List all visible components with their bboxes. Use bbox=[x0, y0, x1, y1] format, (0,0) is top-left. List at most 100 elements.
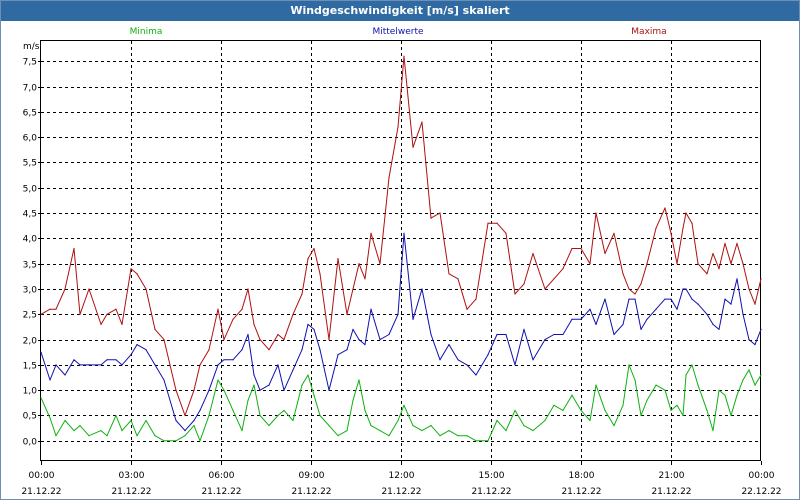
data-point-maxima bbox=[301, 293, 303, 295]
data-point-mittelwerte bbox=[241, 349, 243, 351]
data-point-minima bbox=[175, 440, 177, 442]
data-point-maxima bbox=[352, 288, 354, 290]
data-point-mittelwerte bbox=[724, 298, 726, 300]
data-point-mittelwerte bbox=[760, 328, 762, 330]
data-point-mittelwerte bbox=[562, 333, 564, 336]
data-point-mittelwerte bbox=[664, 298, 666, 300]
data-point-minima bbox=[589, 419, 591, 422]
y-tick-label: 6,0 bbox=[23, 134, 38, 144]
data-point-minima bbox=[421, 430, 423, 432]
data-point-maxima bbox=[49, 308, 51, 310]
data-point-mittelwerte bbox=[292, 369, 294, 371]
data-point-mittelwerte bbox=[505, 333, 507, 336]
x-tick-time: 15:00 bbox=[479, 471, 505, 481]
data-point-maxima bbox=[358, 263, 360, 265]
data-point-minima bbox=[628, 364, 630, 366]
data-point-maxima bbox=[622, 273, 624, 275]
data-point-minima bbox=[64, 419, 66, 422]
x-tick-time: 09:00 bbox=[299, 471, 325, 481]
data-point-mittelwerte bbox=[697, 303, 699, 305]
data-point-maxima bbox=[217, 308, 219, 310]
y-tick-label: 5,0 bbox=[23, 185, 38, 195]
data-point-minima bbox=[40, 397, 42, 399]
data-point-mittelwerte bbox=[604, 298, 606, 300]
data-point-mittelwerte bbox=[388, 333, 390, 336]
data-point-maxima bbox=[121, 323, 123, 325]
data-point-mittelwerte bbox=[346, 349, 348, 351]
data-point-mittelwerte bbox=[748, 339, 750, 341]
series-lines bbox=[40, 55, 762, 442]
data-point-maxima bbox=[388, 177, 390, 179]
data-point-maxima bbox=[241, 308, 243, 310]
data-point-mittelwerte bbox=[217, 364, 219, 366]
data-point-minima bbox=[328, 425, 330, 427]
data-point-minima bbox=[466, 435, 468, 437]
data-point-minima bbox=[358, 379, 360, 381]
data-point-minima bbox=[208, 414, 210, 417]
data-point-minima bbox=[760, 374, 762, 376]
data-point-maxima bbox=[346, 313, 348, 315]
data-point-minima bbox=[580, 409, 582, 411]
data-point-mittelwerte bbox=[448, 344, 450, 346]
data-point-maxima bbox=[457, 278, 459, 280]
data-point-mittelwerte bbox=[580, 318, 582, 320]
data-point-maxima bbox=[553, 278, 555, 280]
data-point-maxima bbox=[253, 323, 255, 325]
data-point-maxima bbox=[670, 232, 672, 234]
x-tick-time: 12:00 bbox=[389, 471, 415, 481]
data-point-minima bbox=[247, 399, 249, 401]
data-point-mittelwerte bbox=[163, 379, 165, 381]
data-point-mittelwerte bbox=[523, 328, 525, 330]
data-point-mittelwerte bbox=[544, 339, 546, 341]
data-point-maxima bbox=[232, 318, 234, 320]
legend-mittelwerte: Mittelwerte bbox=[372, 27, 423, 37]
data-point-minima bbox=[268, 425, 270, 427]
data-point-minima bbox=[370, 425, 372, 427]
data-point-maxima bbox=[613, 232, 615, 234]
data-point-mittelwerte bbox=[55, 364, 57, 366]
data-point-maxima bbox=[706, 273, 708, 275]
data-point-mittelwerte bbox=[364, 344, 366, 346]
data-point-minima bbox=[307, 374, 309, 376]
data-point-minima bbox=[319, 414, 321, 417]
data-point-minima bbox=[223, 389, 225, 391]
data-point-minima bbox=[397, 419, 399, 422]
data-point-minima bbox=[346, 430, 348, 432]
data-point-minima bbox=[640, 414, 642, 417]
x-tick-date: 21.12.22 bbox=[21, 487, 61, 497]
data-point-minima bbox=[595, 384, 597, 386]
data-point-maxima bbox=[319, 273, 321, 275]
data-point-mittelwerte bbox=[412, 318, 414, 320]
data-point-mittelwerte bbox=[313, 328, 315, 330]
data-point-minima bbox=[496, 419, 498, 422]
data-point-mittelwerte bbox=[397, 313, 399, 315]
data-point-mittelwerte bbox=[208, 389, 210, 391]
data-point-mittelwerte bbox=[358, 339, 360, 341]
data-point-maxima bbox=[496, 222, 498, 224]
data-point-minima bbox=[55, 435, 57, 437]
data-point-minima bbox=[730, 414, 732, 417]
data-point-mittelwerte bbox=[223, 359, 225, 361]
data-point-mittelwerte bbox=[49, 379, 51, 381]
y-tick-label: 0,0 bbox=[23, 438, 38, 448]
data-point-mittelwerte bbox=[328, 389, 330, 391]
data-point-maxima bbox=[268, 349, 270, 351]
data-point-maxima bbox=[379, 263, 381, 265]
data-point-maxima bbox=[712, 252, 714, 255]
data-point-mittelwerte bbox=[457, 359, 459, 361]
data-point-mittelwerte bbox=[175, 419, 177, 422]
data-point-maxima bbox=[184, 414, 186, 417]
y-tick-label: 5,5 bbox=[23, 159, 37, 169]
x-tick-time: 00:00 bbox=[29, 471, 55, 481]
data-point-minima bbox=[73, 430, 75, 432]
x-tick-time: 21:00 bbox=[659, 471, 685, 481]
data-point-mittelwerte bbox=[253, 374, 255, 376]
data-point-minima bbox=[301, 384, 303, 386]
y-tick-label: 2,0 bbox=[23, 337, 38, 347]
data-point-maxima bbox=[364, 278, 366, 280]
data-point-mittelwerte bbox=[337, 354, 339, 356]
y-tick-label: 4,0 bbox=[23, 235, 38, 245]
data-point-maxima bbox=[439, 212, 441, 214]
